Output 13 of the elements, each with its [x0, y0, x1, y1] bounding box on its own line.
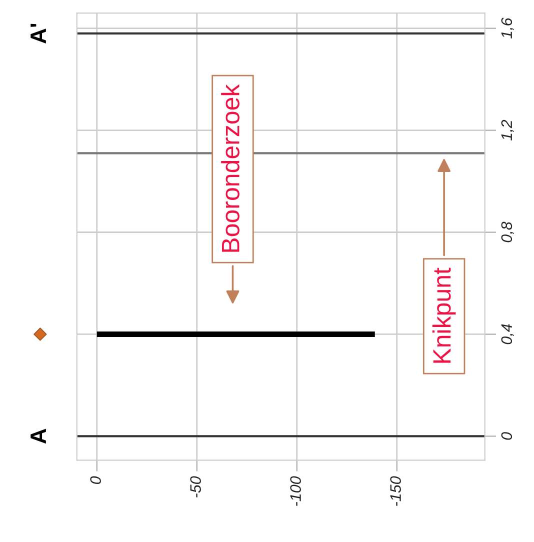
y-tick-label: 1,2 [501, 120, 514, 140]
ref-line-label: A [30, 428, 46, 444]
annotation: Knikpunt [432, 268, 456, 363]
annotation: Booronderzoek [221, 84, 240, 252]
y-tick-label: 0 [501, 432, 512, 440]
x-tick-label: -150 [390, 476, 401, 506]
x-tick-label: -100 [290, 476, 301, 506]
ref-line-label: A' [30, 24, 46, 44]
x-tick-label: -50 [190, 476, 201, 498]
y-tick-label: 0,8 [501, 222, 514, 242]
y-tick-label: 0,4 [501, 324, 514, 344]
x-tick-label: 0 [90, 476, 101, 484]
y-tick-label: 1,6 [501, 18, 514, 39]
